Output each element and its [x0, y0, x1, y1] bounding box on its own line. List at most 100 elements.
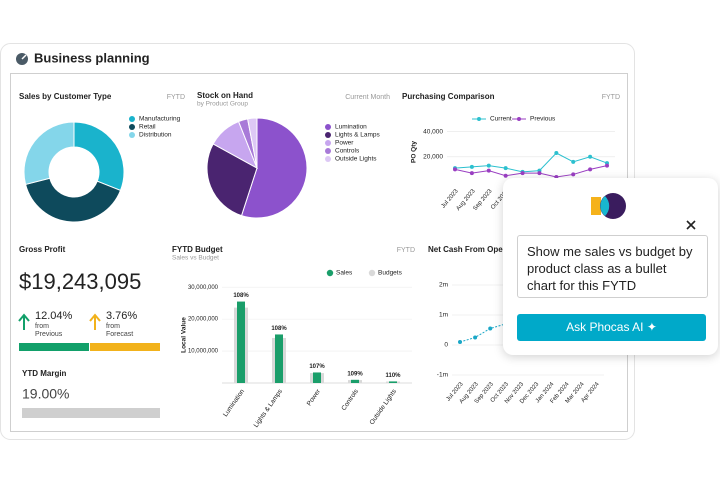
legend-label: Outside Lights	[335, 156, 377, 163]
page-title: Business planning	[34, 50, 150, 65]
line-series	[454, 152, 608, 173]
y-tick-label: 1m	[439, 312, 448, 319]
close-icon	[686, 220, 696, 230]
line-point	[571, 172, 576, 177]
y-tick-label: -1m	[437, 372, 448, 379]
panel-title: Net Cash From Operations	[428, 245, 530, 254]
change-value: 3.76%	[106, 310, 137, 322]
legend-swatch	[517, 117, 521, 121]
pie-slice	[23, 121, 75, 186]
panel-title: YTD Margin	[22, 369, 67, 378]
legend-swatch	[325, 140, 331, 146]
legend-swatch	[325, 124, 331, 130]
change-bar	[19, 343, 89, 351]
y-tick-label: 20,000	[423, 154, 443, 161]
margin-bar	[22, 408, 160, 418]
panel-period: Current Month	[345, 94, 390, 101]
prompt-input[interactable]: Show me sales vs budget by product class…	[517, 235, 708, 298]
panel-period: FYTD	[397, 247, 415, 254]
sales-bar	[389, 381, 397, 383]
legend-swatch	[368, 269, 376, 277]
legend-swatch	[129, 132, 135, 138]
panel-subtitle: Sales vs Budget	[172, 255, 219, 262]
header-icon-needle	[21, 54, 27, 60]
line-point	[453, 167, 457, 172]
y-tick-label: 30,000,000	[188, 285, 219, 291]
line-point	[588, 154, 593, 159]
y-tick-label: 0	[444, 342, 448, 349]
line-series	[454, 165, 608, 178]
kpi-value: 19.00%	[22, 386, 69, 402]
legend-label: Current	[490, 116, 512, 123]
y-tick-label: 40,000	[423, 128, 443, 135]
ai-popup: Show me sales vs budget by product class…	[503, 178, 718, 355]
line-point	[571, 159, 576, 164]
legend-label: Retail	[139, 124, 156, 131]
pie-slice	[73, 121, 125, 192]
panel-period: FYTD	[602, 94, 620, 101]
bar-label: 108%	[233, 293, 249, 299]
ai-logo	[591, 193, 626, 219]
line-point	[486, 163, 491, 168]
line-point	[554, 151, 559, 155]
change-bar	[90, 343, 160, 351]
line-point	[554, 174, 559, 179]
legend-swatch	[326, 269, 334, 277]
bar-label: 108%	[271, 326, 287, 332]
y-tick-label: 20,000,000	[188, 317, 219, 323]
legend-swatch	[325, 148, 331, 154]
legend-label: Manufacturing	[139, 116, 181, 123]
change-arrow	[18, 313, 30, 330]
logo-part	[600, 196, 610, 216]
change-value: 12.04%	[35, 310, 73, 322]
line-point	[469, 164, 474, 169]
change-note: from Previous	[35, 323, 63, 338]
button-label: Ask Phocas AI	[566, 320, 644, 334]
logo-part	[591, 197, 601, 215]
sales-bar	[313, 372, 321, 383]
legend-swatch	[477, 117, 481, 121]
close-button[interactable]	[685, 219, 697, 231]
ask-button[interactable]: Ask Phocas AI ✦	[517, 314, 706, 341]
line-point	[605, 163, 609, 168]
bar-label: 107%	[309, 364, 325, 370]
pie-slice	[240, 117, 308, 219]
legend-label: Lights & Lamps	[335, 132, 381, 139]
panel-period: FYTD	[167, 94, 185, 101]
y-axis-label: PO Qty	[411, 141, 418, 163]
line-point	[520, 171, 525, 176]
bar-label: 109%	[347, 371, 363, 377]
sales-bar	[351, 379, 359, 383]
legend-swatch	[129, 124, 135, 130]
legend-swatch	[325, 156, 331, 162]
kpi-value: $19,243,095	[19, 269, 141, 294]
y-axis-label: Local Value	[181, 317, 188, 353]
panel-title: FYTD Budget	[172, 245, 223, 254]
line-point	[473, 335, 478, 340]
line-point	[469, 171, 474, 176]
legend-label: Power	[335, 140, 354, 147]
legend-label: Sales	[336, 270, 353, 277]
panel-subtitle: by Product Group	[197, 101, 248, 108]
y-tick-label: 10,000,000	[188, 349, 219, 355]
panel-title: Stock on Hand	[197, 91, 253, 100]
change-arrow	[89, 313, 101, 330]
line-point	[503, 173, 508, 178]
sales-bar	[275, 334, 283, 383]
line-point	[503, 166, 508, 171]
line-point	[588, 167, 593, 172]
legend-label: Previous	[530, 116, 556, 123]
legend-label: Controls	[335, 148, 360, 155]
legend-label: Distribution	[139, 132, 172, 139]
line-point	[486, 168, 491, 173]
panel-title: Sales by Customer Type	[19, 92, 112, 101]
pie-slice	[206, 143, 258, 217]
panel-title: Purchasing Comparison	[402, 92, 495, 101]
pie-slice	[247, 117, 258, 169]
pie-slice	[24, 177, 122, 223]
panel-title: Gross Profit	[19, 245, 66, 254]
line-point	[488, 326, 493, 331]
line-point	[537, 171, 542, 176]
legend-swatch	[129, 116, 135, 122]
bar-label: 110%	[385, 373, 401, 379]
